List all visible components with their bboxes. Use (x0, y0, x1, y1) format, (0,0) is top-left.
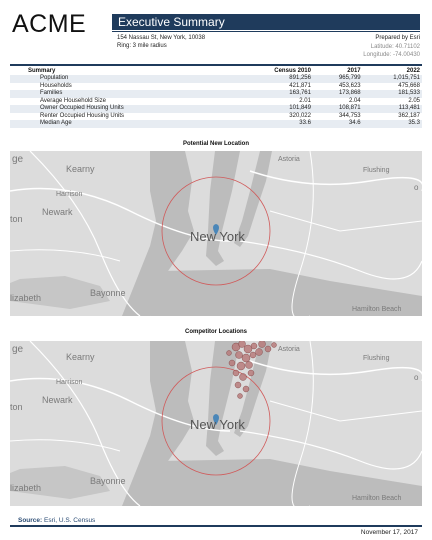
map-label-kearny: Kearny (66, 164, 95, 174)
table-cell: 34.6 (312, 120, 363, 128)
table-row: Population 891,256 965,799 1,015,751 (10, 75, 422, 83)
source-label: Source: (18, 517, 43, 524)
column-header-summary: Summary (28, 68, 56, 74)
ring-radius: Ring: 3 mile radius (117, 43, 167, 49)
table-row: Households 421,871 453,623 475,668 (10, 83, 422, 91)
row-label: Median Age (10, 120, 235, 128)
map-label-bayonne: Bayonne (90, 476, 126, 486)
map-label-harrison: Harrison (56, 191, 83, 198)
table-cell: 163,761 (234, 90, 313, 98)
table-cell: 453,623 (338, 82, 361, 89)
summary-table-container: Summary Census 2010 2017 2022 Population… (10, 64, 422, 128)
table-row: Median Age 33.6 34.6 35.3 (10, 120, 422, 128)
map-label-hamilton-beach: Hamilton Beach (352, 495, 402, 502)
table-cell: 101,849 (234, 105, 313, 113)
map-base (10, 151, 422, 316)
map-label-new-york: New York (190, 229, 245, 244)
map-caption-competitor-locations: Competitor Locations (184, 329, 247, 335)
table-row: Owner Occupied Housing Units 101,849 108… (10, 105, 422, 113)
map-caption-potential-location: Potential New Location (182, 141, 249, 147)
map-label-newark: Newark (42, 395, 73, 405)
table-cell: 1,015,751 (362, 75, 422, 83)
latitude: Latitude: 40.71102 (370, 43, 420, 50)
map-label-astoria: Astoria (278, 156, 300, 163)
table-cell: 181,533 (362, 90, 422, 98)
map-label-ton: ton (10, 214, 23, 224)
map-label-o: o (414, 373, 419, 382)
map-label-newark: Newark (42, 207, 73, 217)
map-label-flushing: Flushing (363, 355, 390, 362)
table-row: Average Household Size 2.01 2.04 2.05 (10, 98, 422, 106)
map-label-elizabeth: lizabeth (10, 293, 42, 303)
row-label: Average Household Size (40, 97, 106, 104)
map-label-harrison: Harrison (56, 379, 83, 386)
longitude: Longitude: -74.00430 (363, 52, 420, 58)
footer-divider (10, 525, 422, 527)
table-row: Renter Occupied Housing Units 320,022 34… (10, 113, 422, 121)
table-cell: 362,187 (398, 112, 420, 119)
table-cell: 33.6 (234, 120, 313, 128)
summary-table: Summary Census 2010 2017 2022 Population… (10, 67, 422, 128)
prepared-by: Prepared by Esri (375, 35, 420, 41)
column-header-2017: 2017 (347, 68, 361, 74)
table-cell: 891,256 (234, 75, 313, 83)
row-label: Families (10, 90, 235, 98)
table-cell: 344,753 (338, 112, 361, 119)
table-row: Families 163,761 173,868 181,533 (10, 90, 422, 98)
site-address: 154 Nassau St, New York, 10038 (117, 35, 206, 41)
table-cell: 113,481 (362, 105, 422, 113)
table-cell: 320,022 (289, 112, 311, 119)
map-label-hamilton-beach: Hamilton Beach (352, 306, 402, 313)
map-label-new-york: New York (190, 417, 245, 432)
row-label: Owner Occupied Housing Units (10, 105, 235, 113)
table-cell: 2.01 (299, 97, 311, 104)
map-label-bayonne: Bayonne (90, 288, 126, 298)
table-cell: 2.05 (408, 97, 420, 104)
competitor-locations-map[interactable]: ge Kearny Harrison Newark ton Astoria Fl… (10, 341, 422, 506)
table-cell: 173,868 (312, 90, 363, 98)
report-title: Executive Summary (112, 14, 420, 30)
source-value: Esri, U.S. Census (44, 517, 96, 524)
table-divider (10, 64, 422, 66)
prepared-by-block: Prepared by Esri Latitude: 40.71102 Long… (363, 34, 420, 60)
table-header-row: Summary Census 2010 2017 2022 (10, 67, 422, 75)
map-label-elizabeth: lizabeth (10, 483, 42, 493)
map-label-ge: ge (12, 344, 24, 355)
table-cell: 965,799 (312, 75, 363, 83)
company-logo: ACME (12, 10, 87, 38)
row-label: Renter Occupied Housing Units (40, 112, 125, 119)
column-header-census-2010: Census 2010 (274, 68, 311, 74)
potential-location-map[interactable]: ge Kearny Harrison Newark ton Astoria Fl… (10, 151, 422, 316)
column-header-2022: 2022 (406, 68, 420, 74)
title-divider (112, 31, 420, 32)
table-cell: 2.04 (348, 97, 361, 104)
table-cell: 35.3 (362, 120, 422, 128)
report-date: November 17, 2017 (360, 529, 418, 536)
source-note: Source: Esri, U.S. Census (18, 517, 95, 524)
map-base (10, 341, 422, 506)
map-label-flushing: Flushing (363, 167, 390, 174)
map-label-ge: ge (12, 154, 24, 165)
row-label: Households (40, 82, 72, 89)
map-label-astoria: Astoria (278, 346, 300, 353)
competitor-markers (226, 341, 277, 399)
site-address-block: 154 Nassau St, New York, 10038 Ring: 3 m… (117, 34, 205, 50)
map-label-ton: ton (10, 402, 23, 412)
row-label: Population (10, 75, 235, 83)
map-label-o: o (414, 183, 419, 192)
table-cell: 108,871 (312, 105, 363, 113)
map-label-kearny: Kearny (66, 352, 95, 362)
table-cell: 421,871 (289, 82, 311, 89)
table-cell: 475,668 (398, 82, 420, 89)
